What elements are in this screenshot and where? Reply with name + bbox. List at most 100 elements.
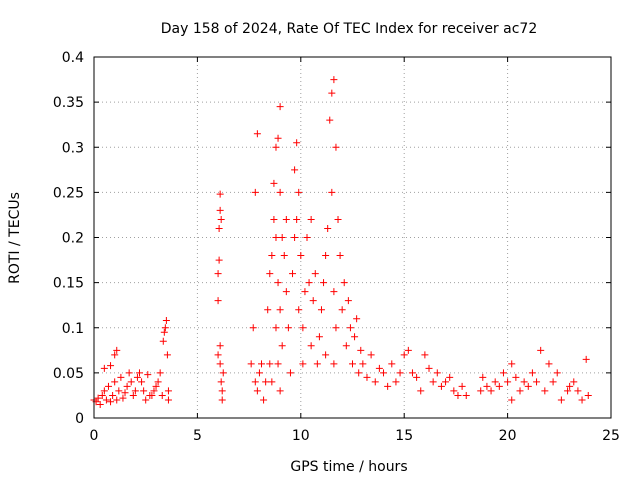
data-point — [249, 324, 257, 332]
data-point — [537, 346, 545, 354]
data-point — [297, 252, 305, 260]
data-point — [264, 306, 272, 314]
data-point — [117, 373, 125, 381]
data-point — [160, 328, 168, 336]
data-point — [253, 387, 261, 395]
data-point — [508, 360, 516, 368]
data-point — [491, 378, 499, 386]
data-point — [104, 382, 112, 390]
y-tick-label: 0.2 — [62, 231, 84, 247]
x-tick-label: 5 — [193, 428, 202, 444]
x-tick-label: 25 — [602, 428, 620, 444]
y-tick-label: 0.1 — [62, 321, 84, 337]
data-point — [408, 369, 416, 377]
data-point — [268, 378, 276, 386]
data-point — [380, 369, 388, 377]
data-point — [301, 288, 309, 296]
x-tick-label: 20 — [499, 428, 517, 444]
data-point — [284, 324, 292, 332]
data-point — [293, 215, 301, 223]
data-point — [121, 389, 129, 397]
y-tick-label: 0.3 — [62, 140, 84, 156]
data-point — [262, 378, 270, 386]
data-point — [100, 364, 108, 372]
data-point — [342, 342, 350, 350]
data-point — [311, 270, 319, 278]
data-point — [578, 396, 586, 404]
data-point — [214, 297, 222, 305]
data-point — [454, 391, 462, 399]
data-point — [324, 224, 332, 232]
data-point — [429, 378, 437, 386]
data-point — [305, 279, 313, 287]
data-point — [545, 360, 553, 368]
data-point — [371, 378, 379, 386]
data-point — [363, 373, 371, 381]
data-point — [330, 76, 338, 84]
y-tick-label: 0.35 — [53, 95, 84, 111]
data-point — [258, 360, 266, 368]
data-point — [326, 116, 334, 124]
data-point — [107, 398, 115, 406]
data-point — [533, 378, 541, 386]
data-point — [334, 215, 342, 223]
data-point — [477, 387, 485, 395]
data-point — [111, 351, 119, 359]
data-point — [161, 324, 169, 332]
data-point — [313, 360, 321, 368]
data-point — [274, 134, 282, 142]
data-point — [442, 378, 450, 386]
data-point — [437, 382, 445, 390]
y-tick-label: 0.15 — [53, 276, 84, 292]
data-point — [109, 391, 117, 399]
data-point — [462, 391, 470, 399]
data-point — [351, 333, 359, 341]
data-point — [295, 188, 303, 196]
data-point — [309, 297, 317, 305]
data-point — [359, 360, 367, 368]
data-point — [320, 279, 328, 287]
data-point — [404, 346, 412, 354]
data-point — [574, 387, 582, 395]
data-point — [541, 387, 549, 395]
data-point — [158, 391, 166, 399]
data-point — [508, 396, 516, 404]
data-point — [479, 373, 487, 381]
x-axis-label: GPS time / hours — [290, 459, 407, 475]
data-point — [392, 378, 400, 386]
x-tick-label: 0 — [90, 428, 99, 444]
data-point — [113, 346, 121, 354]
data-point — [142, 396, 150, 404]
data-point — [270, 215, 278, 223]
data-point — [553, 369, 561, 377]
data-point — [119, 394, 127, 402]
data-point — [499, 369, 507, 377]
data-point — [278, 234, 286, 241]
data-point — [516, 387, 524, 395]
data-point — [111, 378, 119, 386]
data-point — [266, 270, 274, 278]
data-point — [274, 279, 282, 287]
data-point — [123, 382, 131, 390]
data-point — [289, 270, 297, 278]
data-point — [400, 351, 408, 359]
data-point — [299, 324, 307, 332]
data-point — [346, 324, 354, 332]
data-point — [138, 378, 146, 386]
data-point — [276, 188, 284, 196]
data-point — [384, 382, 392, 390]
y-tick-label: 0.05 — [53, 366, 84, 382]
data-point — [162, 317, 170, 325]
data-point — [216, 342, 224, 350]
data-point — [282, 288, 290, 296]
data-point — [216, 360, 224, 368]
y-tick-label: 0.25 — [53, 185, 84, 201]
data-point — [328, 89, 336, 97]
data-point — [396, 369, 404, 377]
data-point — [156, 369, 164, 377]
data-point — [367, 351, 375, 359]
data-point — [278, 342, 286, 350]
data-point — [216, 190, 224, 198]
data-point — [253, 130, 261, 138]
data-point — [150, 387, 158, 395]
